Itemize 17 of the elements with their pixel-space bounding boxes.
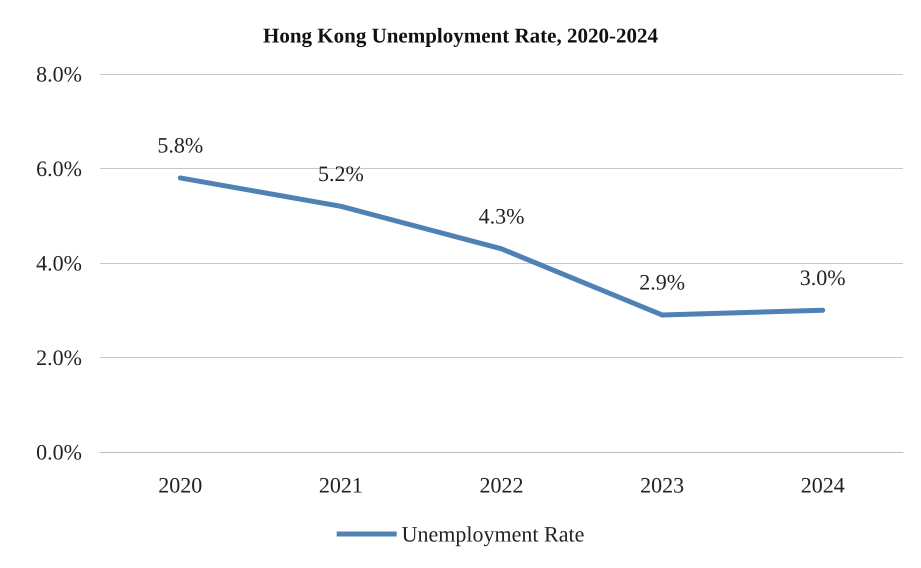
data-label: 3.0% <box>800 264 846 290</box>
y-tick-label: 4.0% <box>36 250 82 276</box>
legend-label: Unemployment Rate <box>402 522 584 546</box>
x-tick-label: 2022 <box>480 472 524 498</box>
y-tick-label: 0.0% <box>36 440 82 464</box>
data-label: 4.3% <box>478 203 524 228</box>
y-tick-label: 2.0% <box>36 345 82 370</box>
x-tick-label: 2023 <box>640 472 684 498</box>
data-label: 5.8% <box>157 132 204 158</box>
chart-title: Hong Kong Unemployment Rate, 2020-2024 <box>263 24 658 48</box>
data-label: 2.9% <box>639 269 686 294</box>
x-tick-label: 2020 <box>158 472 202 498</box>
x-tick-label: 2021 <box>318 472 363 498</box>
x-tick-label: 2024 <box>800 472 845 498</box>
y-tick-label: 8.0% <box>36 62 82 86</box>
y-tick-label: 6.0% <box>36 156 82 181</box>
data-label: 5.2% <box>318 160 364 186</box>
